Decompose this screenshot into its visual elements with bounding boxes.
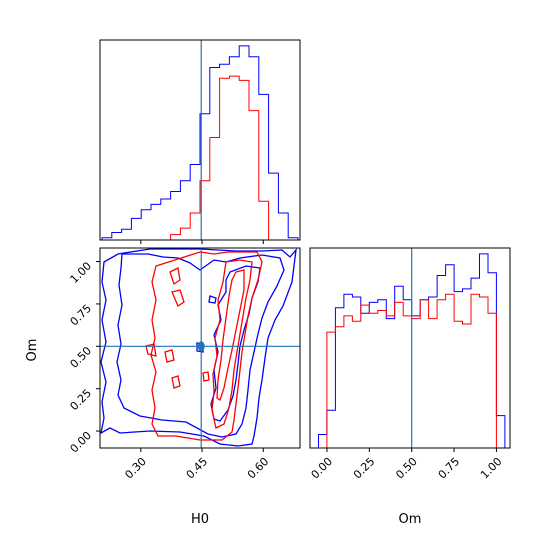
h0-histogram-panel xyxy=(99,39,301,244)
om-x-axis-label: Om xyxy=(399,512,422,527)
h0-histogram-series-a xyxy=(101,45,299,240)
contour-run-b-left-b xyxy=(171,289,185,307)
contour-run-b-middle xyxy=(211,259,253,429)
truth-point-marker xyxy=(197,341,205,352)
contour-run-b-left-c xyxy=(145,343,157,357)
h0-histogram-run-a xyxy=(101,45,299,240)
contour-run-b-left-e xyxy=(171,375,181,389)
h0-histogram-ticks xyxy=(140,240,264,244)
contours-run-b xyxy=(145,251,263,441)
contour-run-a-outer xyxy=(100,247,297,447)
joint-panel-frame xyxy=(99,247,301,449)
y-axis-label: Om xyxy=(25,339,40,362)
contour-run-b-left-f xyxy=(202,371,210,382)
h0-histogram-frame xyxy=(99,39,301,241)
x-axis-label: H0 xyxy=(191,512,209,527)
contour-run-a-peak xyxy=(208,295,217,304)
contour-run-b-left-d xyxy=(164,349,175,363)
contour-run-a-middle xyxy=(116,253,285,438)
joint-contour-panel: 0.30 0.45 0.600.000.250.500.751.00 H0 Om xyxy=(25,247,301,527)
contour-run-b-outer xyxy=(150,251,263,441)
contour-run-b-inner xyxy=(216,269,245,402)
om-histogram-frame xyxy=(309,247,511,449)
contour-run-b-left-a xyxy=(169,267,181,286)
